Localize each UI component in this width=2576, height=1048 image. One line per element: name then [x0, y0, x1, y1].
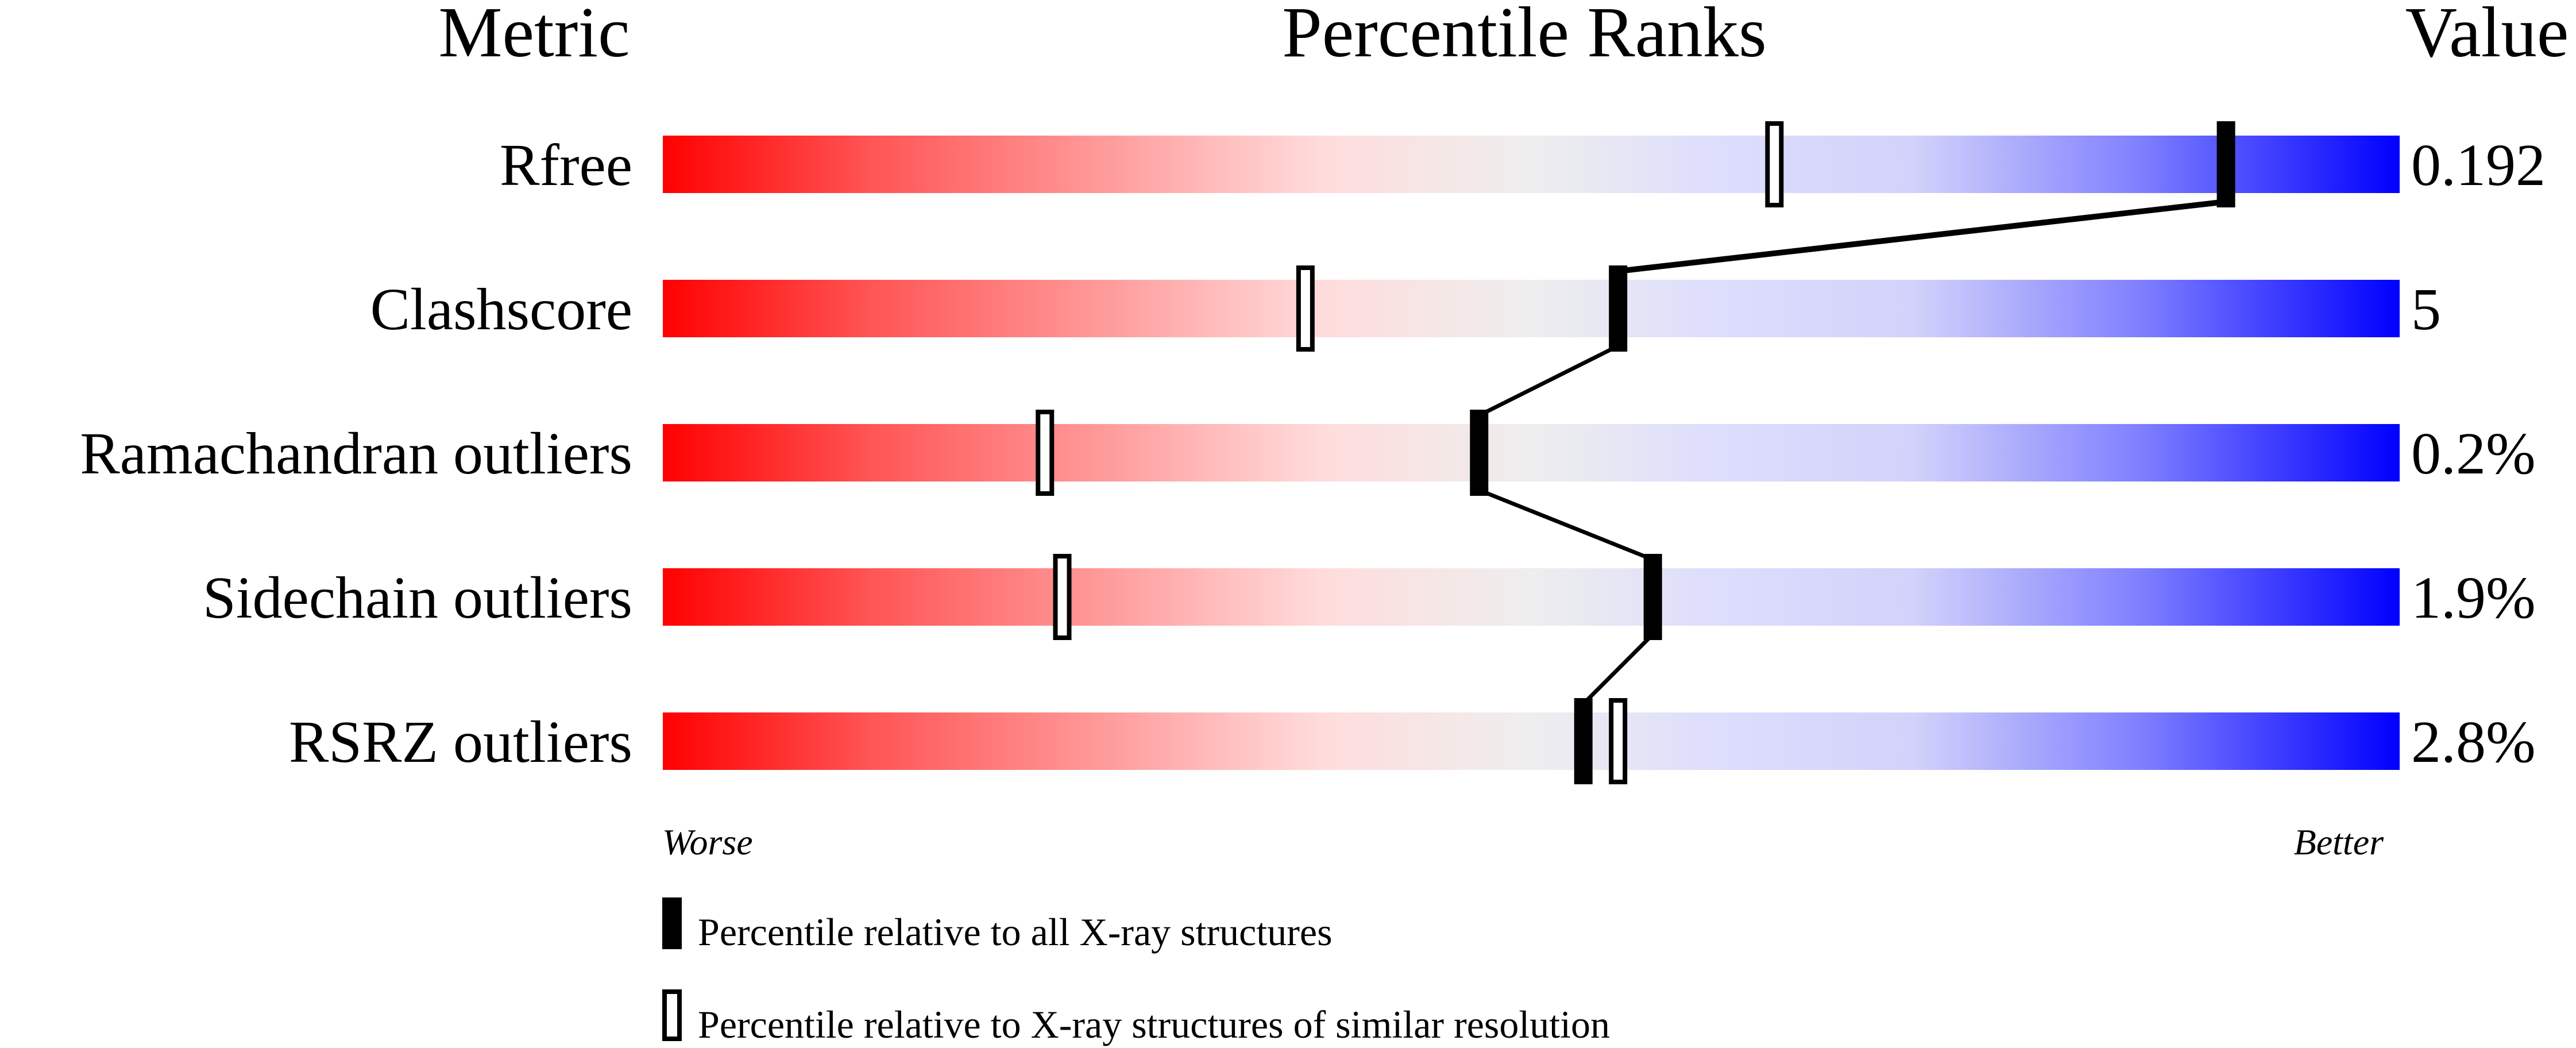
- metric-value: 0.192: [2411, 132, 2546, 198]
- marker-similar-resolution: [1765, 121, 1784, 207]
- axis-label-better: Better: [2294, 822, 2384, 862]
- connector-line: [1478, 488, 1654, 562]
- header-value: Value: [2405, 0, 2569, 72]
- header-metric: Metric: [438, 0, 629, 72]
- metric-value: 5: [2411, 276, 2441, 342]
- metric-label: Clashscore: [370, 276, 632, 342]
- metric-label: Sidechain outliers: [203, 565, 632, 631]
- metric-value: 2.8%: [2411, 709, 2536, 775]
- connector-line: [1478, 344, 1619, 418]
- axis-label-worse: Worse: [662, 822, 753, 862]
- marker-similar-resolution: [1053, 554, 1072, 640]
- percentile-bar: [663, 136, 2400, 193]
- metric-value: 1.9%: [2411, 565, 2536, 631]
- marker-all-structures: [2216, 121, 2235, 207]
- marker-all-structures: [1470, 410, 1489, 496]
- metric-label: Ramachandran outliers: [80, 421, 632, 487]
- marker-all-structures: [1609, 265, 1628, 352]
- metric-label: Rfree: [500, 132, 632, 198]
- marker-similar-resolution: [1609, 698, 1628, 784]
- legend-filled-marker-icon: [662, 897, 682, 949]
- percentile-bar: [663, 712, 2400, 770]
- legend-label-similar: Percentile relative to X-ray structures …: [698, 1003, 1610, 1046]
- connector-line: [1582, 633, 1655, 706]
- marker-similar-resolution: [1296, 265, 1315, 352]
- percentile-bar: [663, 424, 2400, 481]
- marker-all-structures: [1643, 554, 1662, 640]
- marker-similar-resolution: [1036, 410, 1055, 496]
- metric-label: RSRZ outliers: [289, 709, 632, 775]
- percentile-bar: [663, 568, 2400, 626]
- marker-all-structures: [1574, 698, 1593, 784]
- metric-value: 0.2%: [2411, 421, 2536, 487]
- header-percentile-ranks: Percentile Ranks: [1282, 0, 1767, 72]
- percentile-bar: [663, 280, 2400, 337]
- connector-line: [1617, 199, 2227, 274]
- legend-open-marker-icon: [662, 989, 682, 1041]
- legend-label-all: Percentile relative to all X-ray structu…: [698, 910, 1333, 954]
